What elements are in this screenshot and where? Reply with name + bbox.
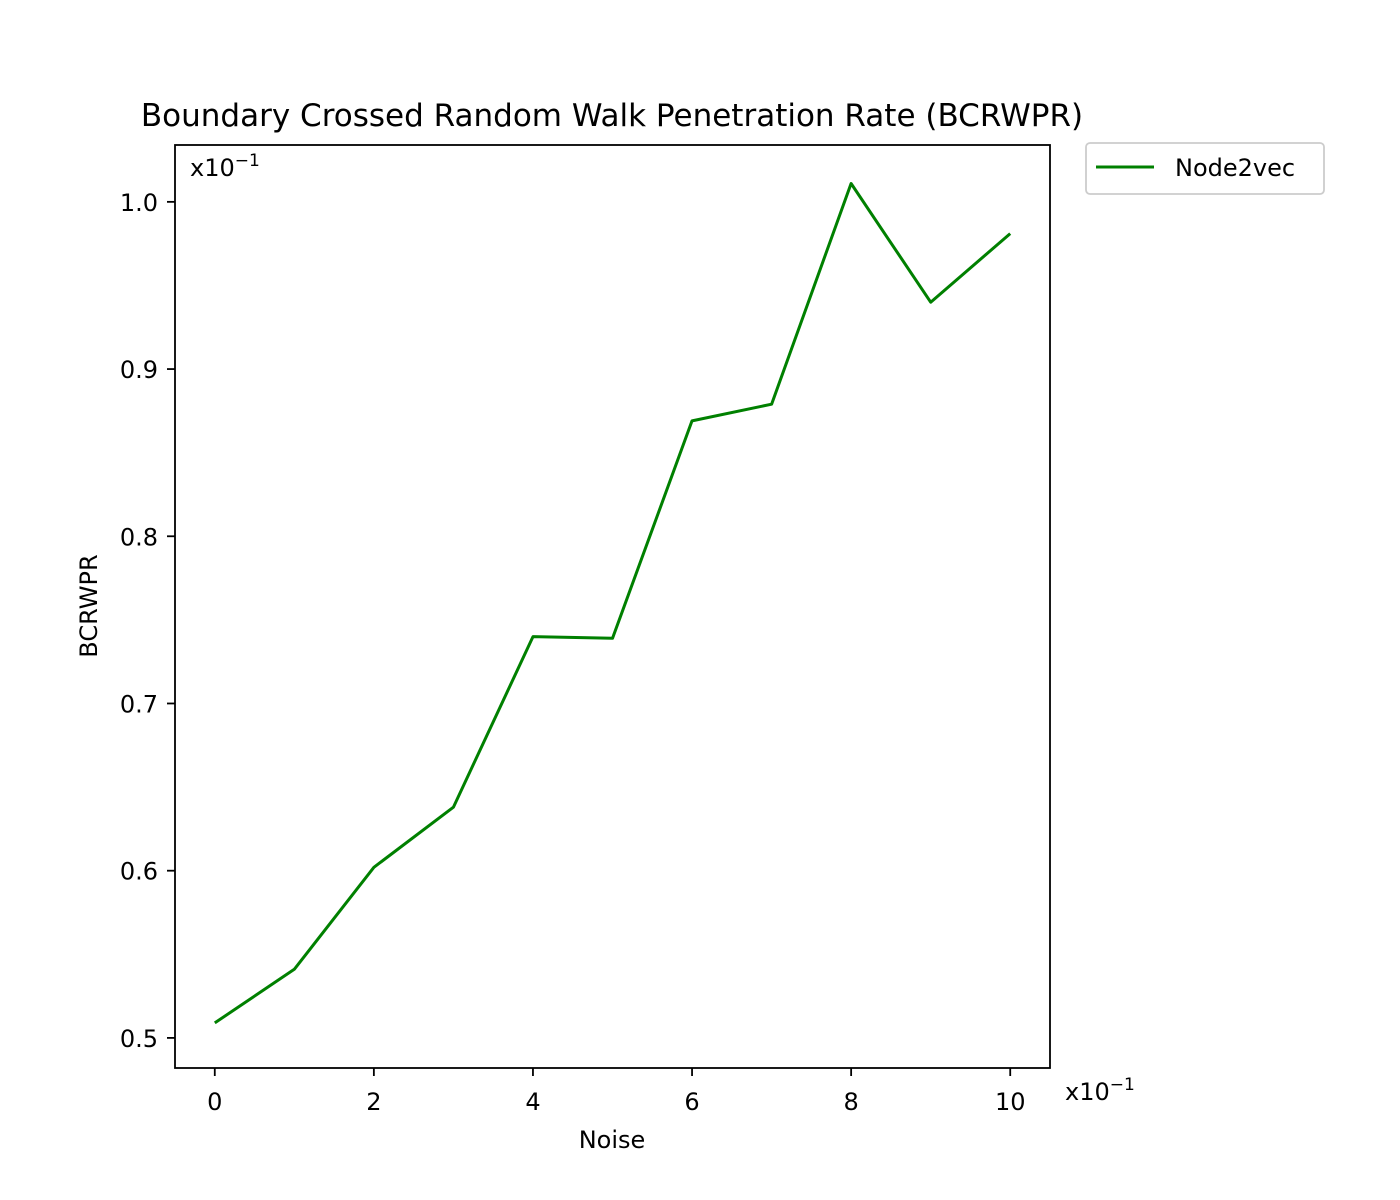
- y-tick-label: 1.0: [120, 189, 158, 217]
- y-tick-label: 0.7: [120, 690, 158, 718]
- x-tick-label: 10: [995, 1088, 1026, 1116]
- y-tick-label: 0.6: [120, 858, 158, 886]
- x-tick-label: 2: [366, 1088, 381, 1116]
- y-axis-multiplier-base: x10: [190, 154, 235, 182]
- x-tick-label: 8: [843, 1088, 858, 1116]
- y-axis-multiplier: x10−1: [190, 151, 260, 182]
- y-axis-ticks: 0.5 0.6 0.7 0.8 0.9 1.0: [120, 189, 175, 1053]
- legend-frame: [1085, 142, 1325, 195]
- y-tick-label: 0.8: [120, 523, 158, 551]
- legend-label: Node2vec: [1175, 154, 1295, 182]
- plot-frame: [174, 144, 1051, 1069]
- x-axis-multiplier-base: x10: [1065, 1078, 1110, 1106]
- x-tick-label: 4: [525, 1088, 540, 1116]
- chart-title: Boundary Crossed Random Walk Penetration…: [141, 98, 1083, 134]
- series-line-node2vec: [213, 182, 1012, 1025]
- plot-area: [175, 145, 1050, 1068]
- x-tick-label: 0: [207, 1088, 222, 1116]
- y-axis-label: BCRWPR: [75, 554, 103, 657]
- x-axis-label: Noise: [579, 1126, 646, 1154]
- y-tick-label: 0.5: [120, 1025, 158, 1053]
- y-tick-label: 0.9: [120, 356, 158, 384]
- x-axis-multiplier: x10−1: [1065, 1075, 1135, 1106]
- y-axis-multiplier-exponent: −1: [235, 151, 260, 171]
- x-axis-multiplier-exponent: −1: [1110, 1075, 1135, 1095]
- x-axis-ticks: 0 2 4 6 8 10: [207, 1068, 1026, 1116]
- x-tick-label: 6: [684, 1088, 699, 1116]
- legend: Node2vec: [1085, 142, 1325, 195]
- series-layer: [213, 182, 1012, 1025]
